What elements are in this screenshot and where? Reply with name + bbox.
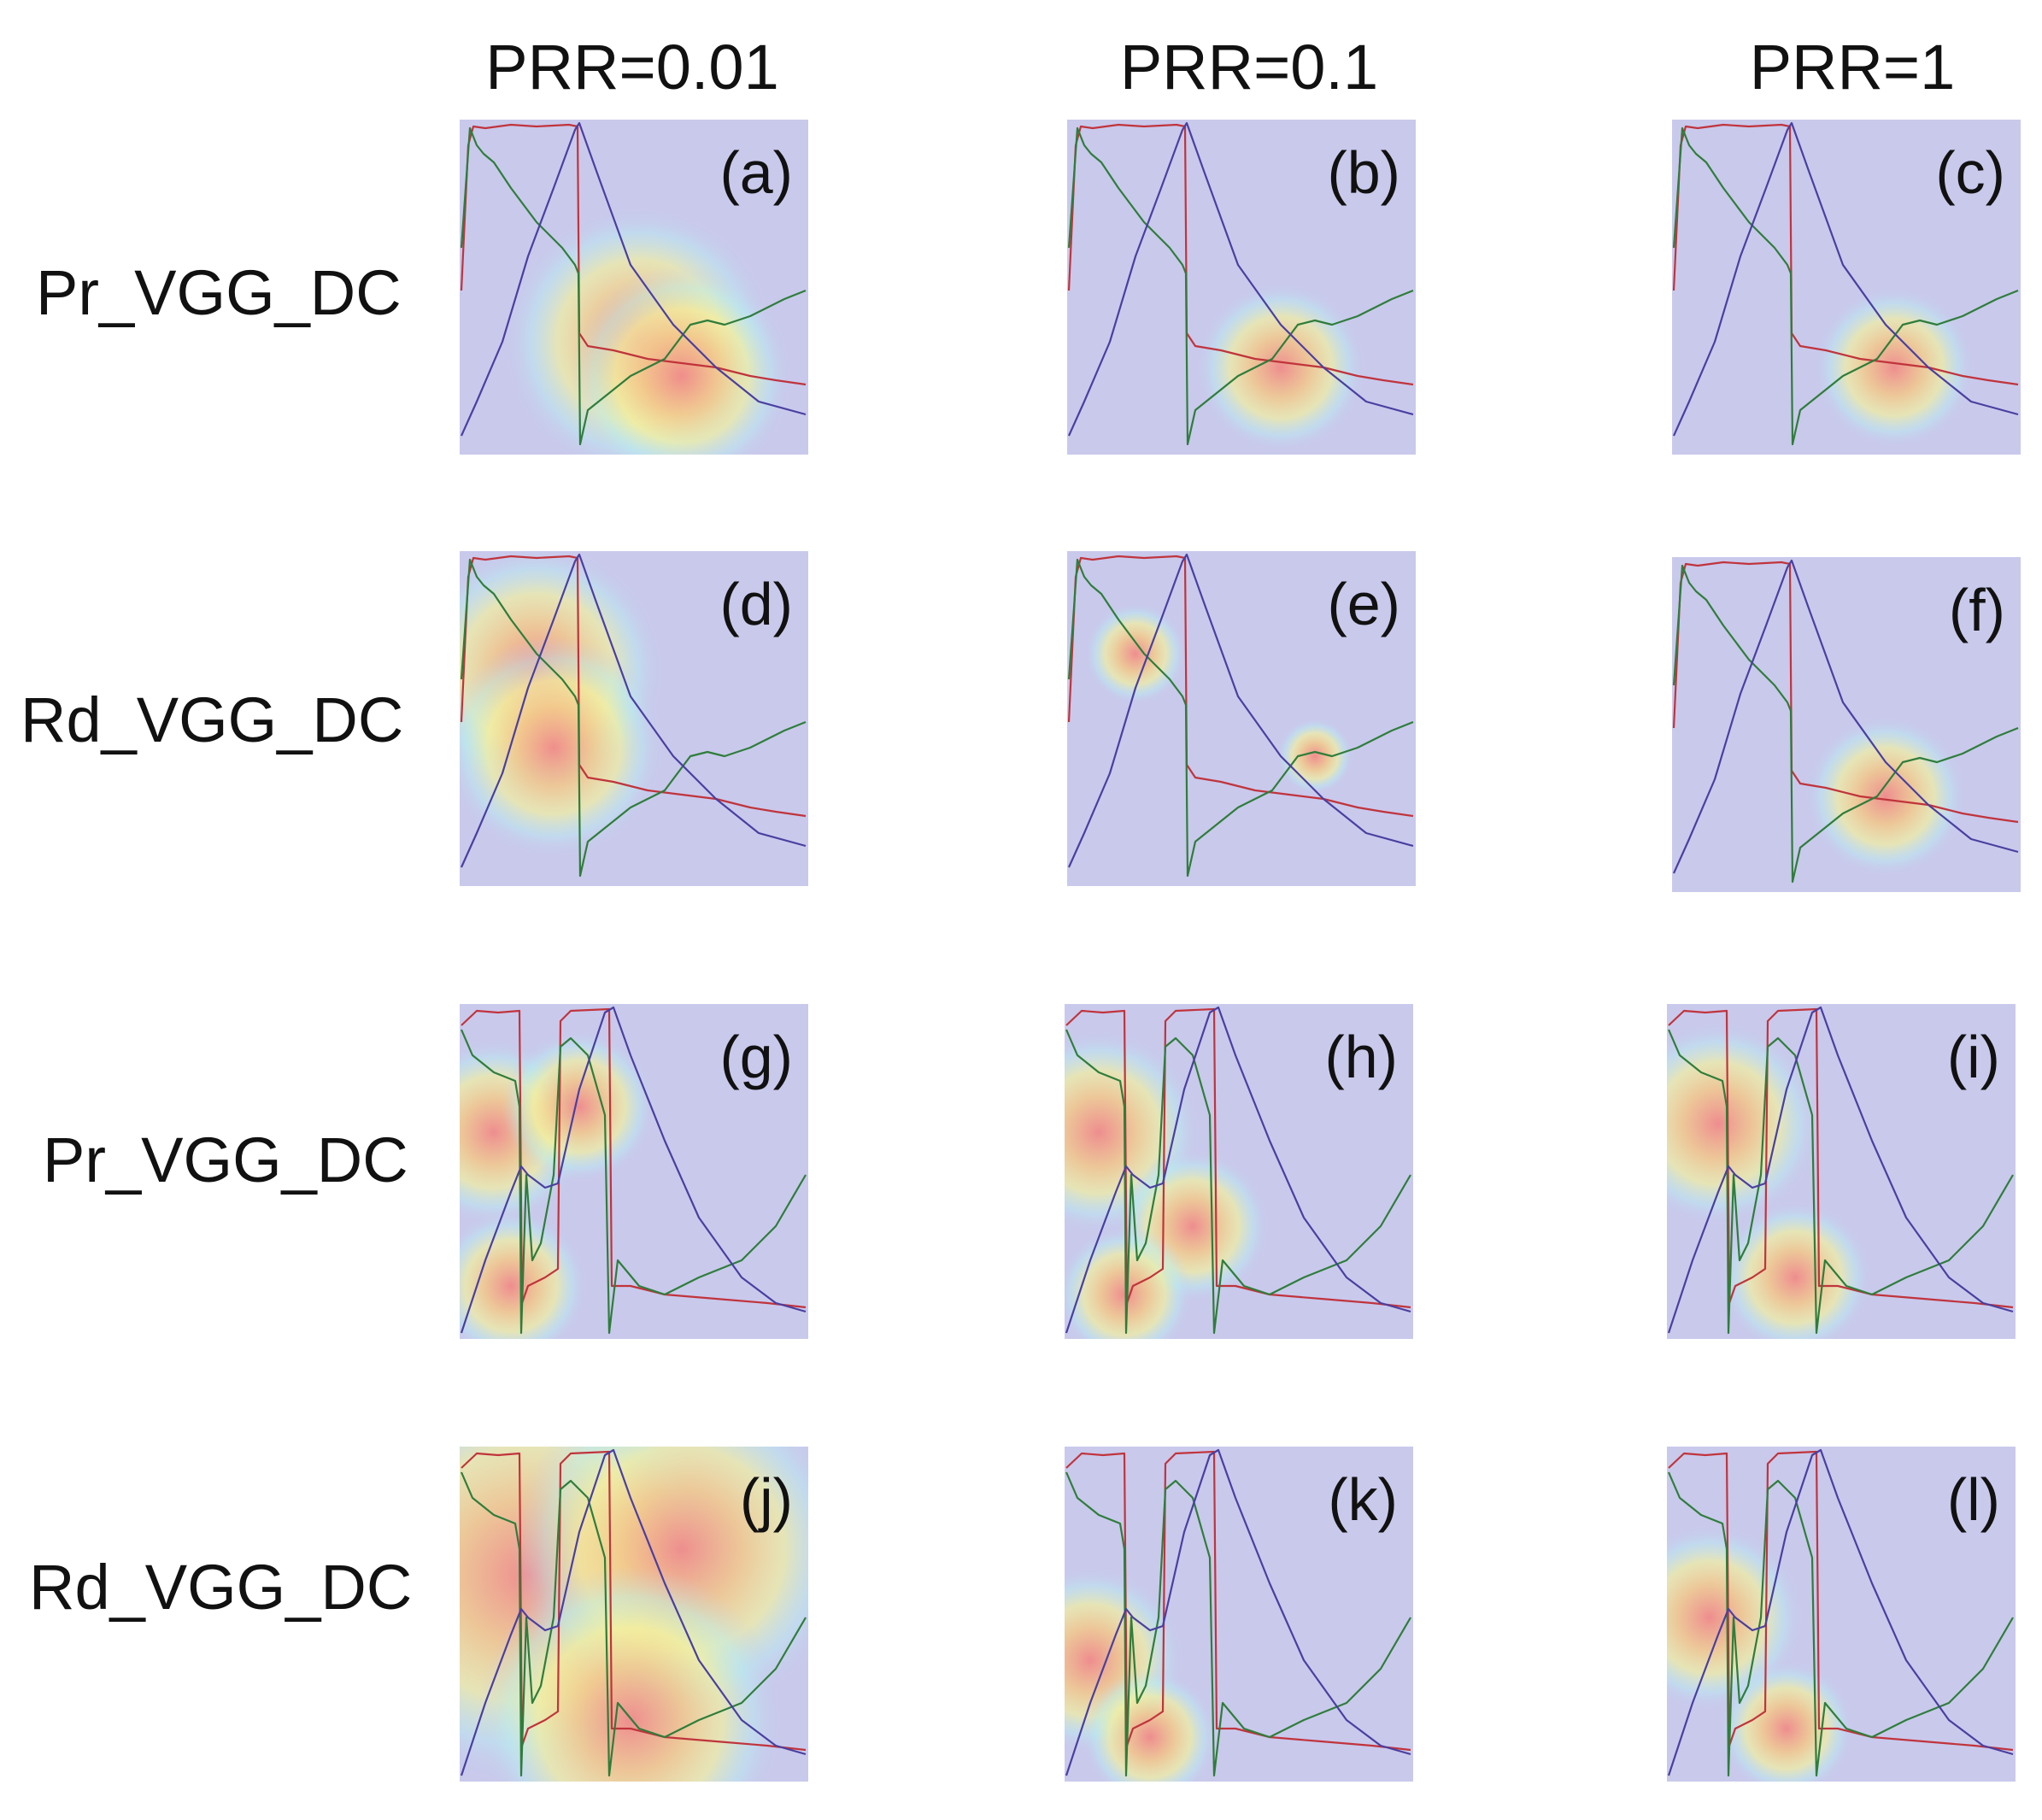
- red-curve: [1065, 1007, 1411, 1309]
- green-curve: [460, 558, 807, 878]
- blue-curve: [1672, 121, 2019, 437]
- blue-curve: [1667, 1006, 2014, 1334]
- heat-blob: [1718, 1660, 1855, 1782]
- heat-blob: [571, 265, 793, 455]
- blue-curve: [460, 1448, 807, 1776]
- heat-blob: [1667, 1021, 1821, 1226]
- heat-blob: [1718, 1201, 1872, 1339]
- heatmap-panel-e: (e): [1067, 551, 1416, 886]
- green-curve: [1067, 558, 1414, 878]
- panel-label-b: (b): [1327, 139, 1400, 206]
- red-curve: [461, 1450, 807, 1752]
- heatmap-panel-b: (b): [1067, 120, 1416, 455]
- blue-curve: [460, 1006, 807, 1334]
- red-curve: [1065, 1450, 1411, 1752]
- panel-label-a: (a): [719, 139, 793, 206]
- blue-curve: [1067, 553, 1414, 868]
- panel-label-d: (d): [719, 571, 793, 637]
- panel-label-c: (c): [1935, 139, 2005, 206]
- blue-curve: [460, 553, 807, 868]
- panel-label-f: (f): [1948, 577, 2005, 643]
- panel-label-g: (g): [719, 1024, 793, 1090]
- row-label-2: Rd_VGG_DC: [21, 684, 404, 755]
- heat-blob: [460, 637, 665, 859]
- heat-blob: [1276, 718, 1353, 795]
- green-curve: [1065, 1029, 1411, 1335]
- panel-label-j: (j): [739, 1466, 793, 1533]
- heatmap-panel-k: (k): [1065, 1447, 1413, 1782]
- red-curve: [1668, 1450, 2014, 1752]
- heatmap-panel-i: (i): [1667, 1004, 2016, 1339]
- row-label-4: Rd_VGG_DC: [29, 1552, 413, 1623]
- panel-label-k: (k): [1328, 1466, 1398, 1533]
- red-curve: [461, 1007, 807, 1309]
- heat-blob: [1813, 286, 1975, 449]
- green-curve: [460, 1471, 807, 1777]
- green-curve: [1667, 1029, 2014, 1335]
- heatmap-panel-l: (l): [1667, 1447, 2016, 1782]
- heatmap-panel-g: (g): [460, 1004, 808, 1339]
- row-label-3: Pr_VGG_DC: [43, 1124, 408, 1195]
- green-curve: [460, 1029, 807, 1335]
- blue-curve: [460, 121, 807, 437]
- blue-curve: [1672, 559, 2019, 874]
- column-header-prr-0.01: PRR=0.01: [485, 32, 779, 103]
- blue-curve: [1065, 1448, 1411, 1776]
- heatmap-panel-a: (a): [460, 120, 808, 455]
- row-label-1: Pr_VGG_DC: [36, 257, 402, 328]
- heatmap-panel-j: (j): [460, 1447, 808, 1782]
- blue-curve: [1065, 1006, 1411, 1334]
- panel-label-l: (l): [1946, 1466, 2000, 1533]
- heat-blob: [502, 1030, 656, 1183]
- panel-label-h: (h): [1324, 1024, 1398, 1090]
- green-curve: [460, 126, 807, 446]
- green-curve: [1672, 564, 2019, 884]
- panel-label-e: (e): [1327, 571, 1400, 637]
- heatmap-panel-d: (d): [460, 551, 808, 886]
- heat-blob: [1804, 715, 1967, 878]
- blue-curve: [1067, 121, 1414, 437]
- heat-blob: [1084, 602, 1187, 705]
- heat-blob: [1082, 1669, 1218, 1782]
- heatmap-panel-f: (f): [1672, 557, 2021, 892]
- panel-label-i: (i): [1946, 1024, 2000, 1090]
- green-curve: [1667, 1471, 2014, 1777]
- column-header-prr-0.1: PRR=0.1: [1119, 32, 1379, 103]
- blue-curve: [1667, 1448, 2014, 1776]
- green-curve: [1067, 126, 1414, 446]
- column-header-prr-1: PRR=1: [1749, 32, 1956, 103]
- green-curve: [1672, 126, 2019, 446]
- green-curve: [1065, 1471, 1411, 1777]
- heatmap-panel-h: (h): [1065, 1004, 1413, 1339]
- red-curve: [1668, 1007, 2014, 1309]
- heatmap-panel-c: (c): [1672, 120, 2021, 455]
- heat-blob: [1195, 282, 1366, 453]
